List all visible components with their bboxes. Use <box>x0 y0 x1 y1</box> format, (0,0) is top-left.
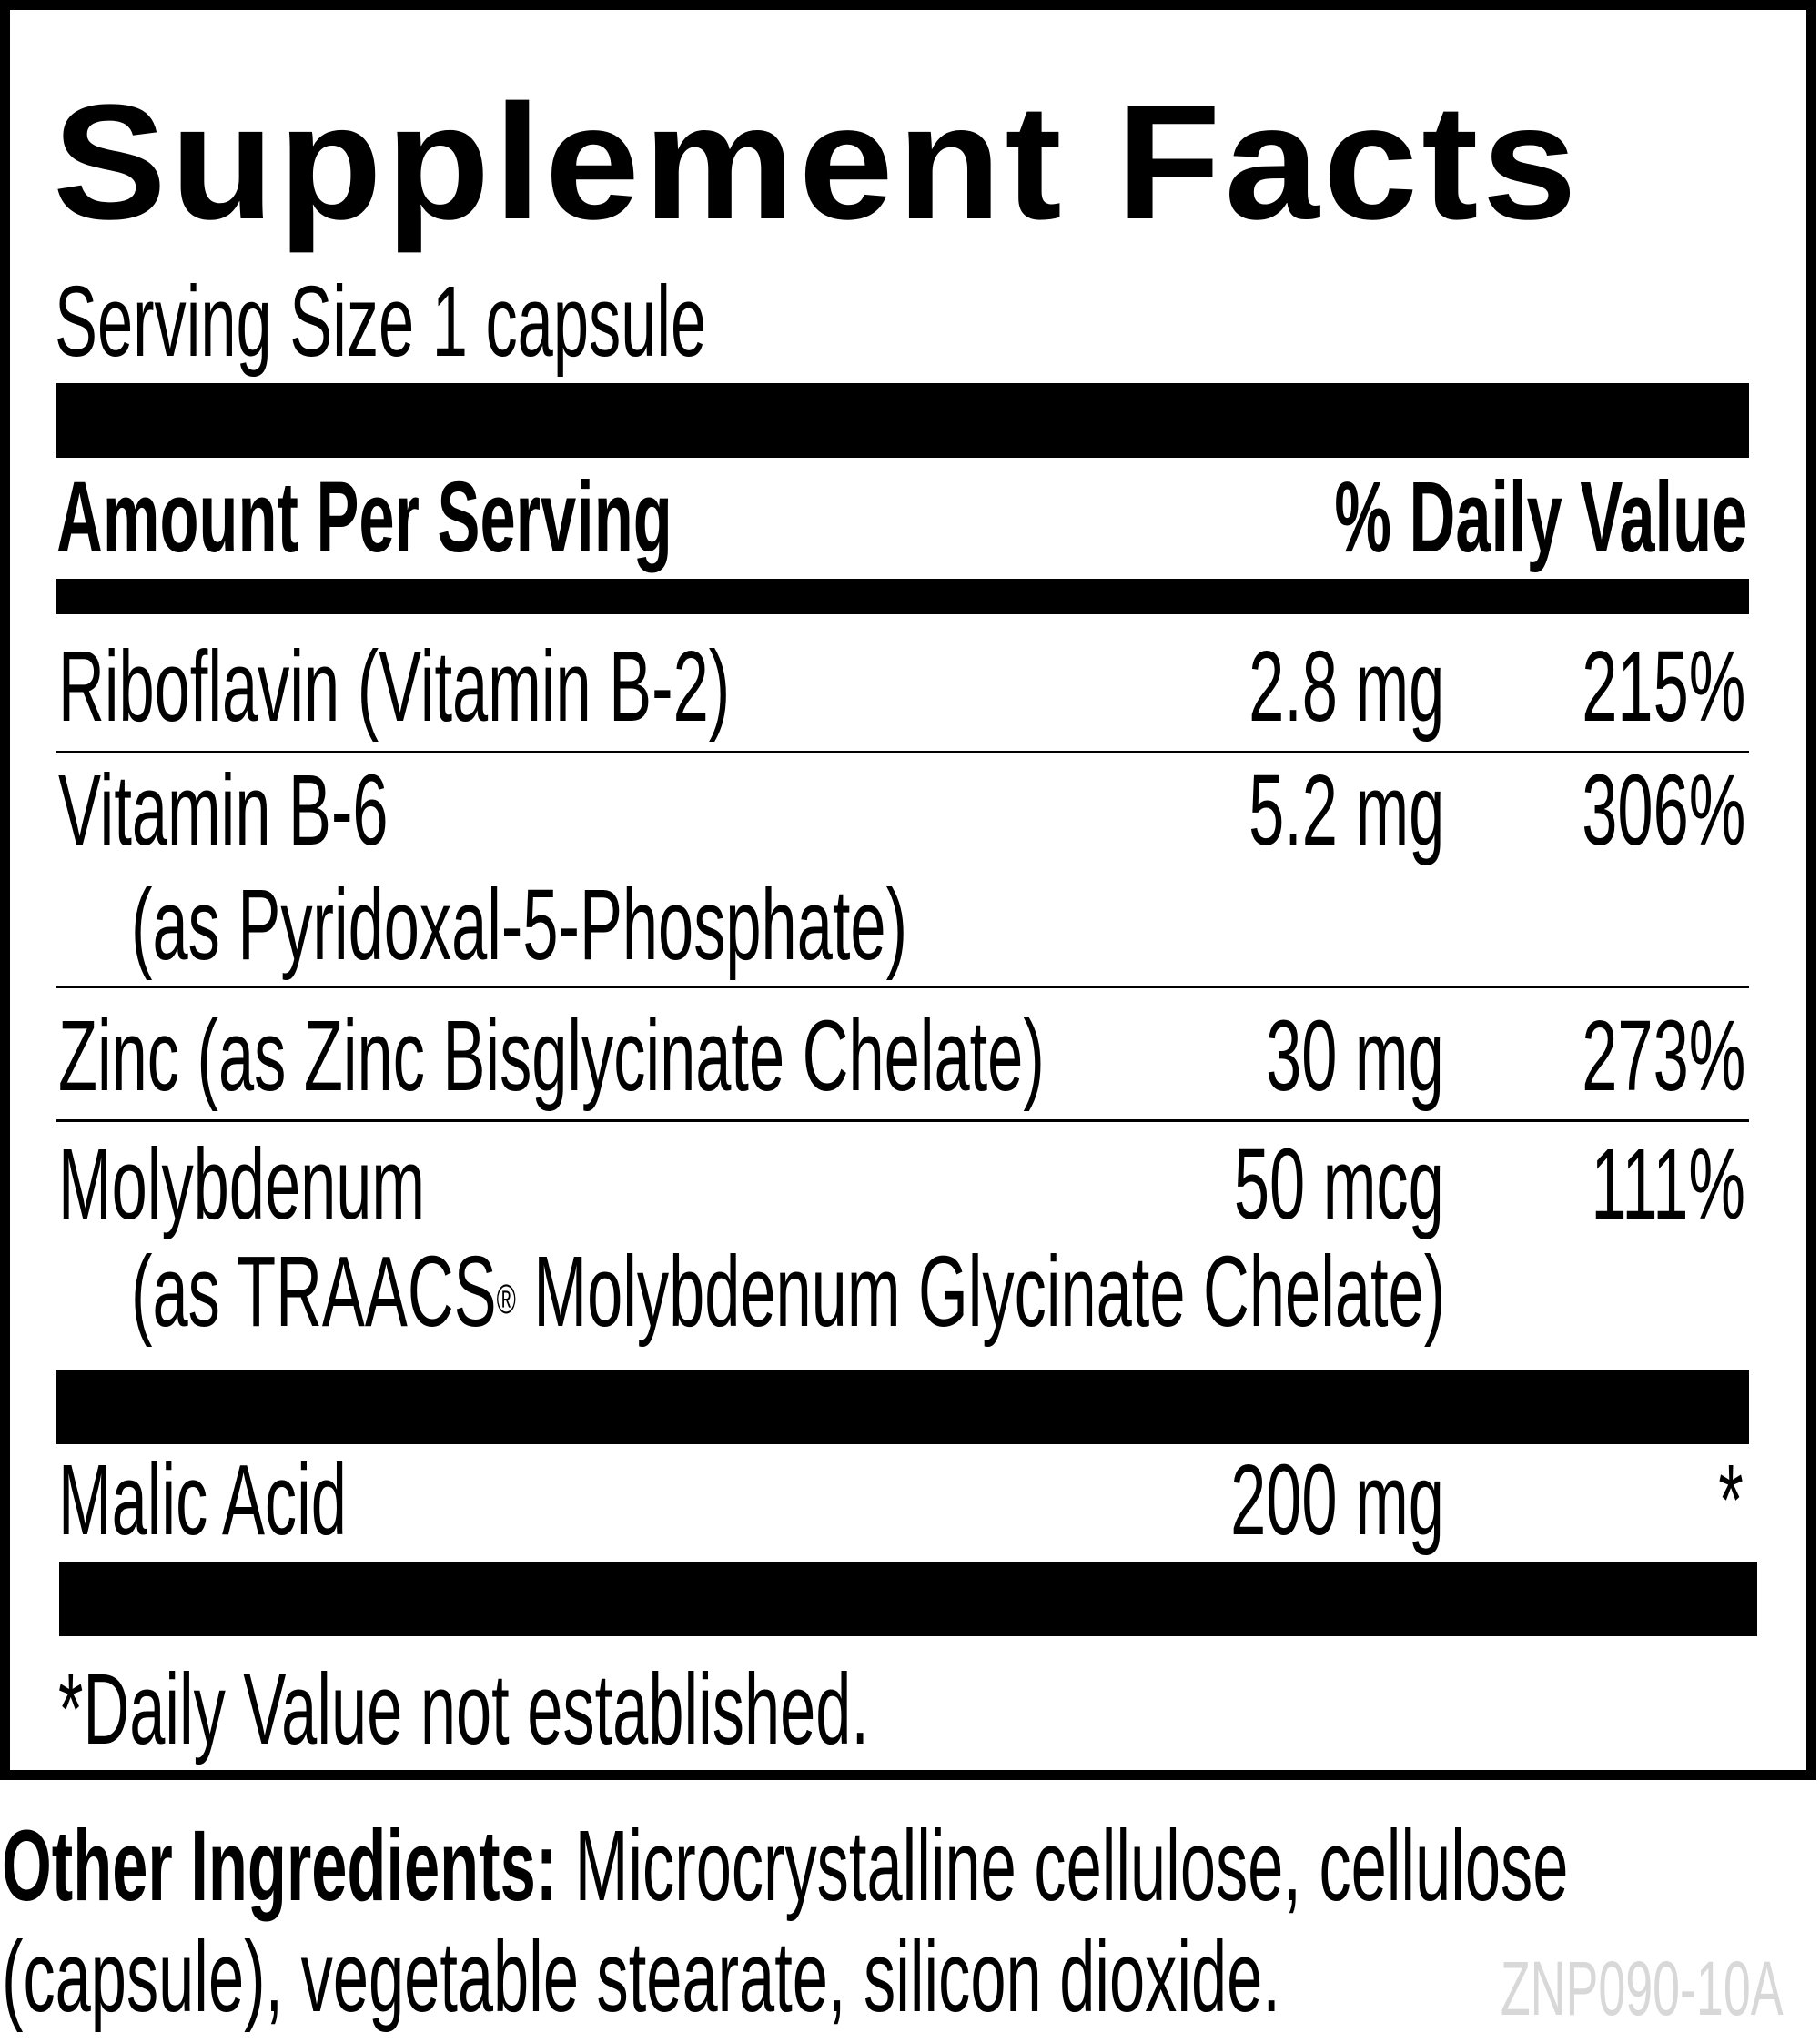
nutrient-dv: 111% <box>1591 1128 1745 1240</box>
nutrient-name: Zinc (as Zinc Bisglycinate Chelate) <box>58 1000 1045 1112</box>
other-ingredients-line-2: (capsule), vegetable stearate, silicon d… <box>2 1921 1280 2033</box>
product-code: ZNP090-10A <box>1501 1946 1784 2031</box>
nutrient-amount: 50 mcg <box>1234 1128 1444 1240</box>
thick-divider <box>56 1370 1749 1444</box>
serving-size: Serving Size 1 capsule <box>55 266 707 378</box>
nutrient-amount: 5.2 mg <box>1248 754 1444 866</box>
other-ingredients-label: Other Ingredients: <box>2 1810 558 1922</box>
thick-divider <box>56 383 1749 458</box>
medium-divider <box>56 579 1749 614</box>
amount-per-serving-header: Amount Per Serving <box>56 461 672 573</box>
source-suffix: Molybdenum Glycinate Chelate) <box>515 1236 1446 1348</box>
thick-divider <box>59 1562 1757 1636</box>
nutrient-dv: 306% <box>1581 754 1745 866</box>
ingredient-name: Malic Acid <box>58 1444 347 1556</box>
ingredient-dv-asterisk: * <box>1718 1444 1744 1556</box>
row-divider <box>56 1119 1749 1122</box>
row-divider <box>56 751 1749 753</box>
nutrient-source: (as TRAACS® Molybdenum Glycinate Chelate… <box>131 1242 1445 1342</box>
nutrient-dv: 215% <box>1581 631 1745 743</box>
nutrient-amount: 2.8 mg <box>1248 631 1444 743</box>
source-prefix: (as TRAACS <box>131 1236 497 1348</box>
registered-mark: ® <box>496 1276 516 1322</box>
panel-title: Supplement Facts <box>53 71 1581 254</box>
nutrient-name: Riboflavin (Vitamin B-2) <box>58 631 731 743</box>
nutrient-dv: 273% <box>1581 1000 1745 1112</box>
ingredient-amount: 200 mg <box>1230 1444 1444 1556</box>
other-ingredients-line-1: Other Ingredients: Microcrystalline cell… <box>2 1816 1568 1917</box>
supplement-facts-panel <box>0 0 1816 1780</box>
nutrient-name: Molybdenum <box>58 1128 426 1240</box>
nutrient-amount: 30 mg <box>1266 1000 1444 1112</box>
other-ingredients-text: Microcrystalline cellulose, cellulose <box>557 1810 1569 1922</box>
row-divider <box>56 986 1749 988</box>
nutrient-source: (as Pyridoxal-5-Phosphate) <box>131 869 908 981</box>
daily-value-header: % Daily Value <box>1334 461 1747 573</box>
nutrient-name: Vitamin B-6 <box>58 754 389 866</box>
footnote: *Daily Value not established. <box>58 1654 869 1765</box>
